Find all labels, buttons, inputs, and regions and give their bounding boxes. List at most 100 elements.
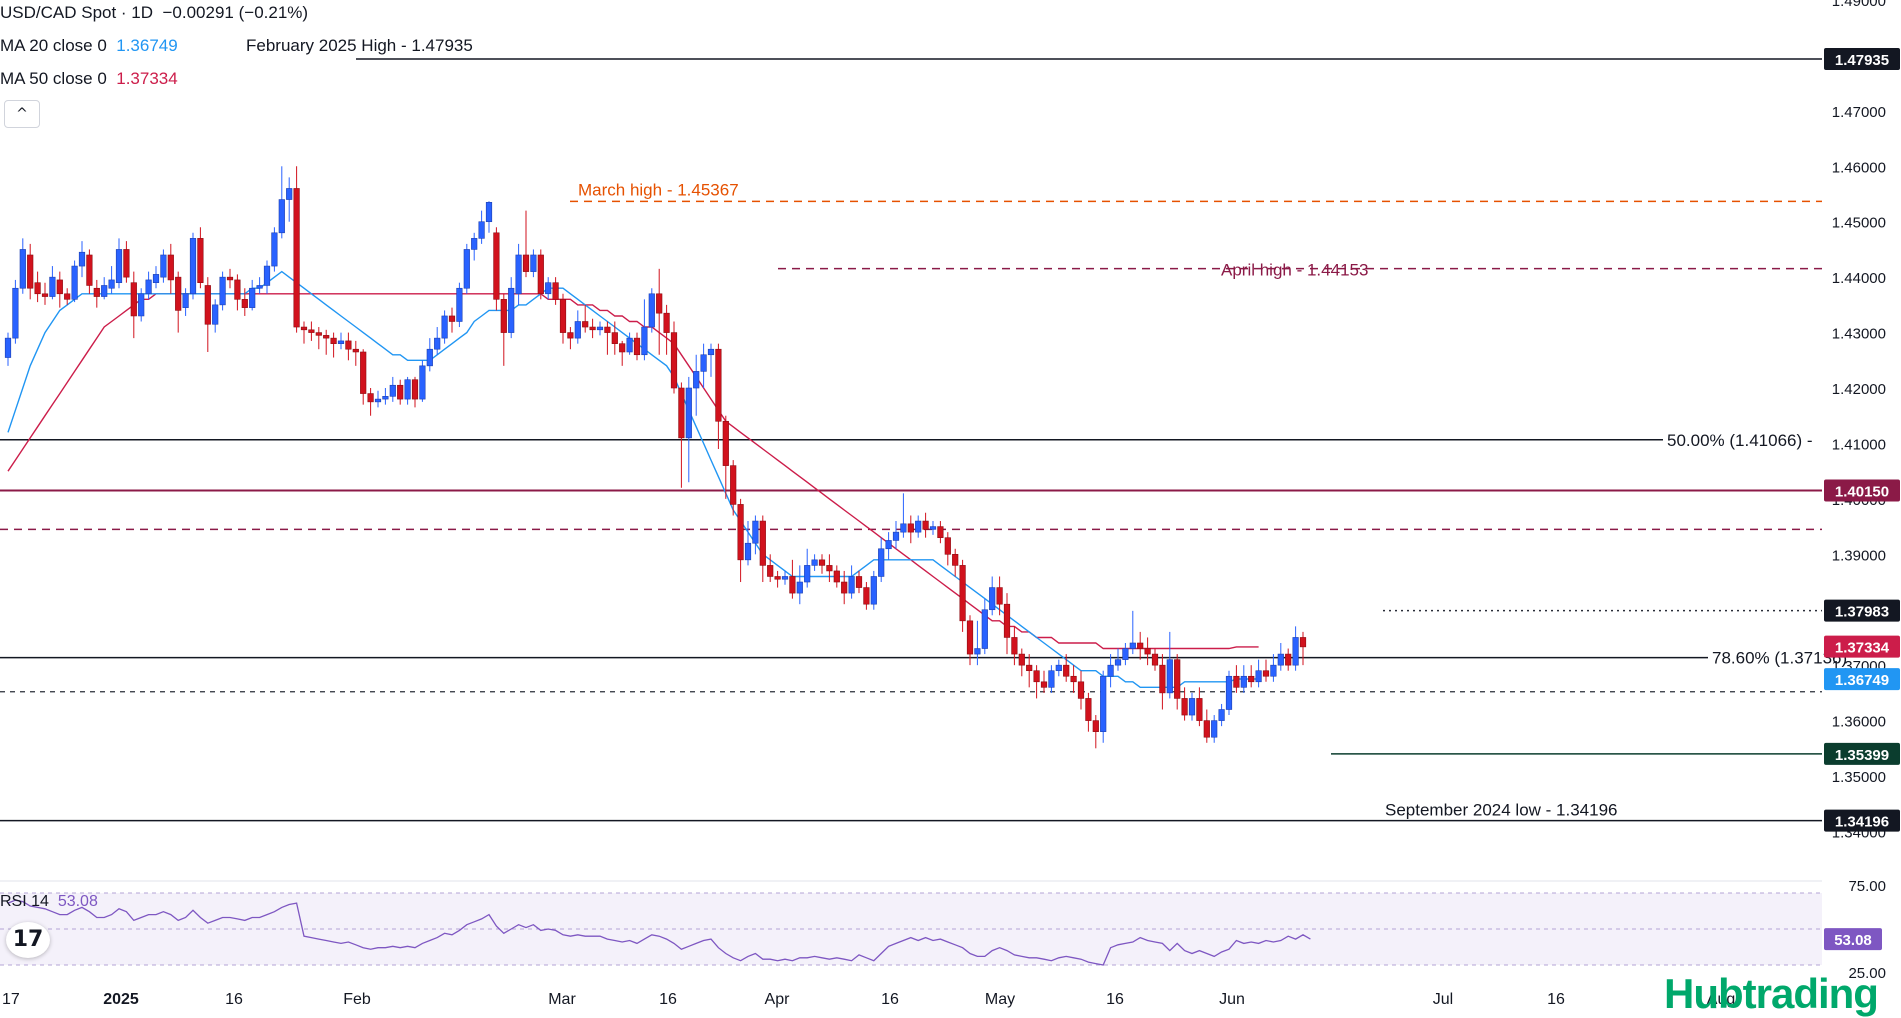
candle-body [678,387,685,439]
candle-body [781,576,789,580]
candle-body [656,293,663,314]
candle-body [389,384,396,397]
candle-body [463,249,470,289]
candle-body [1055,664,1062,672]
candle-body [974,648,981,655]
candle-body [1100,675,1107,732]
candle-body [959,565,966,622]
legend-collapse-button[interactable]: ^ [4,100,40,128]
candle-body [471,238,478,250]
candle-body [1018,653,1025,666]
candle-body [892,531,900,541]
candle-body [212,304,219,325]
candle-body [774,576,781,580]
time-tick-label: 17 [2,991,20,1008]
price-badge-label: 1.34196 [1835,814,1889,831]
candle-body [382,396,389,400]
candle-body [145,279,152,295]
candle-body [1225,675,1233,710]
tradingview-logo-icon[interactable]: 17 [6,922,50,958]
candle-body [34,282,41,295]
candle-body [596,326,604,331]
candle-body [855,576,863,588]
candle-body [167,254,174,281]
candle-body [996,587,1003,605]
candle-body [189,238,197,295]
candle-body [1137,642,1144,649]
candle-body [1070,675,1077,683]
rsi-legend: RSI 14 53.08 [0,893,98,911]
candle-body [374,398,382,403]
price-badge [1824,479,1900,502]
candle-body [1299,637,1307,648]
candle-body [626,337,633,353]
candle-body [833,570,840,583]
candle-body [730,465,737,505]
candle-body [1240,675,1247,688]
price-badge-label: 1.37983 [1835,604,1889,621]
rsi-tick-label: 25.00 [1848,965,1886,982]
candle-body [367,393,374,403]
candle-body [86,254,93,286]
candle-body [826,565,833,572]
price-tick-label: 1.44000 [1832,270,1886,287]
candle-body [929,526,937,530]
time-tick-label: Jul [1433,991,1453,1008]
candle-body [300,326,308,331]
tv-logo-text: 17 [12,927,44,952]
candle-body [619,343,626,353]
candle-body [633,337,641,356]
price-badge-label: 1.37334 [1835,640,1890,657]
price-tick-label: 1.47000 [1832,104,1886,121]
time-tick-label: Feb [343,991,371,1008]
candle-body [315,332,322,336]
candle-body [648,293,655,328]
candle-body [293,188,300,328]
rsi-badge-label: 53.08 [1834,932,1872,949]
price-badge [1824,668,1900,691]
candle-body [1188,698,1196,716]
candle-body [1233,675,1240,688]
candle-body [485,202,493,223]
candle-body [811,559,818,566]
candle-body [1211,720,1218,738]
candle-body [1181,698,1188,716]
candle-body [508,287,515,333]
candle-body [796,581,803,594]
candle-body [1203,720,1210,738]
candle-body [249,287,256,308]
ma20-label: MA 20 close 0 [0,36,107,55]
candle-body [1048,670,1055,688]
candle-body [789,576,796,594]
rsi-tick-label: 75.00 [1848,878,1886,895]
candle-body [1159,664,1166,694]
candle-body [434,337,441,350]
legend-ma50-row: MA 50 close 0 1.37334 [0,69,178,89]
candle-body [1174,659,1181,699]
hubtrading-logo: Hubtrading [1664,970,1879,1017]
candle-body [49,276,56,297]
price-tick-label: 1.42000 [1832,381,1886,398]
candle-body [426,348,433,367]
candle-body [559,299,567,333]
candle-body [589,326,596,331]
candle-body [715,348,722,422]
candle-body [907,523,914,533]
candle-body [915,520,922,533]
candle-body [1255,670,1262,683]
candle-body [952,554,959,566]
candle-body [752,520,759,544]
candle-body [900,523,907,533]
candle-body [848,576,855,594]
candle-body [989,587,996,611]
candle-body [804,565,811,583]
price-badge [1824,809,1900,832]
level-label: 78.60% (1.37136) [1712,649,1847,668]
candle-body [411,379,419,400]
candle-body [641,326,648,356]
price-badge [1824,742,1900,765]
candle-body [1040,681,1048,688]
candle-body [922,520,929,530]
price-badge-label: 1.47935 [1835,52,1889,69]
